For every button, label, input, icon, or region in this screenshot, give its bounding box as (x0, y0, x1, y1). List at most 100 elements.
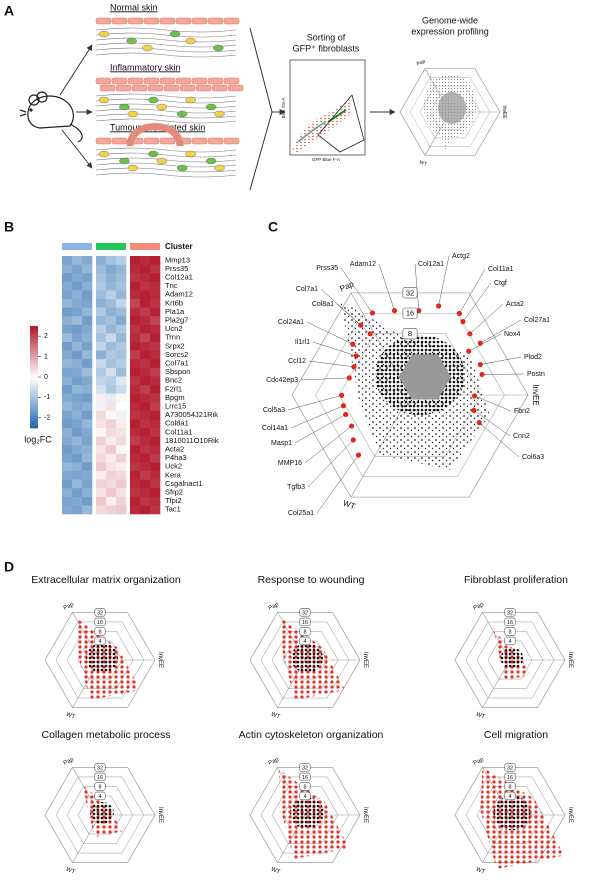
panel-label: C (268, 219, 278, 235)
epidermis-cell (159, 77, 176, 85)
gene-label: Cdc42ep3 (266, 377, 298, 384)
heatmap-cell (116, 471, 127, 480)
heatmap-cell (130, 419, 141, 429)
heatmap-cell (140, 453, 151, 463)
fibroblast (177, 110, 188, 118)
heatmap-cell (150, 350, 161, 360)
heatmap-cell (116, 479, 127, 489)
colorbar-tick-label: -2 (44, 415, 50, 422)
heatmap-cell (106, 428, 117, 437)
gene-dot (355, 452, 362, 458)
heatmap-cell (140, 350, 151, 360)
colorbar-step (30, 417, 38, 421)
black-dot-cluster (291, 643, 323, 673)
axis-label: InvEE (567, 652, 573, 668)
radar-ring (77, 795, 123, 835)
heatmap-cell (130, 471, 141, 480)
heatmap-cell (106, 333, 117, 343)
heatmap-cell (150, 299, 161, 308)
heatmap-cell (106, 359, 117, 369)
heatmap-cell (140, 496, 151, 506)
colorbar-step (30, 379, 38, 383)
heatmap-cell (82, 453, 93, 463)
black-dot-cluster (290, 797, 324, 829)
ring-label: 16 (507, 775, 513, 781)
axis-label: WT (65, 712, 76, 721)
heatmap-cell (62, 402, 73, 412)
heatmap-cell (150, 385, 161, 394)
gene-label: Prss35 (316, 265, 338, 272)
heatmap-cell (72, 393, 83, 403)
gene-label: Col24a1 (278, 319, 304, 326)
heatmap-cell (72, 350, 83, 360)
heatmap-cell (130, 324, 141, 334)
radar-ring (44, 612, 156, 708)
heatmap-cell (96, 256, 107, 265)
heatmap-cell (72, 367, 83, 377)
colorbar-step (30, 425, 38, 429)
heatmap-cell (150, 496, 161, 506)
heatmap-cell (150, 453, 161, 463)
heatmap-cell (130, 410, 141, 420)
heatmap-cell (62, 342, 73, 351)
heatmap-cell (150, 359, 161, 369)
heatmap-cell (62, 281, 73, 291)
cell (142, 44, 153, 52)
ring-label-box (299, 791, 311, 801)
heatmap-cell (130, 385, 141, 394)
workflow-arrows (59, 27, 396, 191)
black-dot-cluster (500, 647, 524, 669)
heatmap-cell (116, 273, 127, 283)
gene-dot (340, 403, 347, 409)
heatmap-cell (72, 359, 83, 369)
heatmap-cell (72, 479, 83, 489)
radar-ring (260, 776, 350, 854)
colorbar-step (30, 346, 38, 350)
heatmap-cell (106, 462, 117, 472)
heatmap-cell (96, 264, 107, 274)
leader-line (480, 356, 522, 365)
heatmap-cell (130, 505, 141, 515)
fiber (95, 32, 237, 38)
colorbar-step (30, 328, 38, 332)
colorbar-step (30, 410, 38, 414)
radar-ring (55, 776, 145, 854)
heatmap-cell (96, 402, 107, 412)
leader-line (316, 454, 359, 514)
heatmap-cell (150, 281, 161, 291)
radar-ring (66, 786, 134, 844)
epidermis-cell (175, 77, 192, 85)
heatmap-cell (82, 299, 93, 308)
gene-label: Nox4 (504, 331, 520, 338)
ring-label: 4 (508, 794, 511, 800)
heatmap-cell (82, 479, 93, 489)
heatmap-cell (96, 299, 107, 308)
epidermis-cell (211, 84, 228, 92)
axis-label: InvEE (157, 652, 163, 668)
radar-ring (249, 767, 361, 863)
ring-label: 32 (302, 610, 308, 616)
heatmap-cell (140, 256, 151, 265)
ring-label-box (402, 307, 418, 319)
heatmap-cell (140, 290, 151, 300)
heatmap-cell (150, 264, 161, 274)
colorbar-step (30, 331, 38, 335)
heatmap-cell (140, 324, 151, 334)
colorbar-step (30, 377, 38, 380)
heatmap-cell (72, 316, 83, 326)
cell (98, 96, 110, 104)
heatmap-cell (106, 471, 117, 480)
heatmap-cell (116, 290, 127, 300)
heatmap-cell (62, 359, 73, 369)
heatmap-cell (150, 307, 161, 317)
gene-dot (348, 423, 355, 429)
ring-label: 4 (303, 639, 306, 645)
gene-dot (476, 419, 482, 426)
gene-label: Krt6b (165, 298, 183, 307)
heatmap-cell (140, 307, 151, 317)
heatmap-cell (150, 479, 161, 489)
colorbar-tick-label: 2 (44, 333, 48, 340)
heatmap-cell (130, 333, 141, 343)
heatmap-cell (140, 342, 151, 351)
heatmap-cell (130, 256, 141, 265)
